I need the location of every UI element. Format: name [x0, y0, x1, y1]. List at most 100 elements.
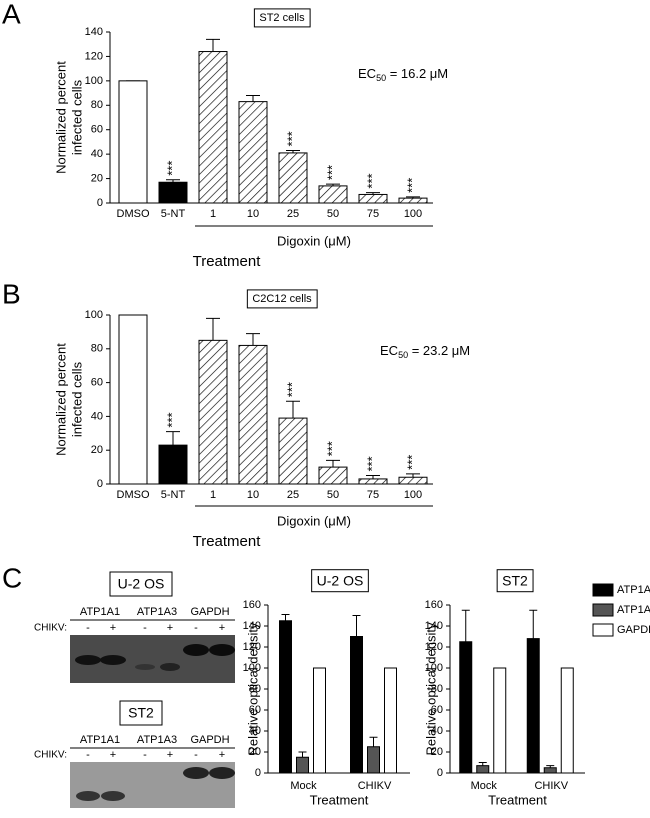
band	[183, 767, 209, 779]
y-tick-label: 0	[97, 478, 103, 490]
y-axis-label: Normalized percent	[53, 61, 68, 174]
y-tick-label: 20	[91, 172, 103, 184]
y-tick-label: 20	[431, 746, 443, 758]
legend-swatch	[592, 583, 614, 597]
gene-label: ATP1A1	[80, 606, 120, 618]
annotation-tail: = 16.2 μM	[386, 66, 448, 81]
lane-label: -	[194, 622, 198, 634]
error-bar	[206, 38, 220, 52]
gel-title-box	[119, 700, 163, 726]
title-box	[311, 569, 369, 593]
error-bar	[206, 317, 220, 341]
band	[101, 791, 125, 801]
y-tick-label: 80	[91, 343, 103, 355]
y-tick-label: 40	[91, 148, 103, 160]
y-axis-label: infected cells	[69, 361, 84, 437]
bar	[158, 181, 188, 204]
y-tick-label: 0	[97, 197, 103, 209]
lane-label: +	[219, 622, 225, 634]
x-tick-label: 10	[247, 489, 259, 501]
y-tick-label: 160	[243, 599, 261, 611]
error-bar	[166, 431, 180, 446]
y-axis-label: infected cells	[69, 79, 84, 155]
gel-st2: ST2 ATP1A1 ATP1A3 GAPDH CHIKV: - + - + -…	[34, 700, 235, 808]
bar	[313, 667, 326, 774]
y-axis-label: Relative optical density	[423, 622, 438, 755]
lane-label: -	[143, 622, 147, 634]
annotation-tail: = 23.2 μM	[408, 343, 470, 358]
band	[135, 664, 155, 670]
gene-label: GAPDH	[190, 734, 229, 746]
legend-label: GAPDH	[617, 624, 650, 636]
legend-label: ATP1A3	[617, 604, 650, 616]
bar	[350, 636, 363, 774]
y-tick-label: 40	[249, 725, 261, 737]
bar	[279, 620, 292, 774]
y-tick-label: 0	[255, 767, 261, 779]
y-tick-label: 160	[425, 599, 443, 611]
x-tick-label: 1	[210, 489, 216, 501]
bar	[459, 641, 473, 774]
legend-swatch	[592, 623, 614, 637]
significance: ***	[364, 173, 379, 188]
bar	[318, 185, 348, 204]
y-tick-label: 80	[249, 683, 261, 695]
gene-label: GAPDH	[190, 606, 229, 618]
significance: ***	[284, 131, 299, 146]
bar	[384, 667, 397, 774]
x-axis-label: Treatment	[310, 792, 369, 807]
y-axis-label: Relative optical density	[245, 622, 260, 755]
x-axis-label: Treatment	[193, 533, 262, 550]
error-bar	[326, 459, 340, 468]
y-tick-label: 20	[91, 444, 103, 456]
band	[209, 644, 235, 656]
chart-title: ST2	[502, 573, 528, 589]
bar	[560, 667, 574, 774]
annotation-text: EC	[358, 66, 376, 81]
annotation-sub: 50	[398, 350, 408, 360]
y-tick-label: 60	[431, 704, 443, 716]
bar	[118, 314, 148, 485]
bar	[398, 197, 428, 204]
y-tick-label: 100	[85, 75, 103, 87]
lane-label: +	[110, 622, 116, 634]
significance: ***	[324, 165, 339, 180]
row-label: CHIKV:	[34, 623, 67, 634]
lane-label: -	[86, 749, 90, 761]
gene-label: ATP1A1	[80, 734, 120, 746]
lane-label: +	[167, 749, 173, 761]
x-tick-label: 100	[404, 489, 422, 501]
group-label: Digoxin (μM)	[277, 513, 351, 528]
error-bar	[366, 475, 380, 479]
significance: ***	[164, 412, 179, 427]
panel-letter: A	[2, 0, 21, 29]
significance: ***	[324, 441, 339, 456]
x-axis-label: Treatment	[488, 792, 547, 807]
band	[76, 791, 100, 801]
bar	[358, 478, 388, 485]
x-tick-label: 10	[247, 208, 259, 220]
x-tick-label: 75	[367, 208, 379, 220]
error-bar	[281, 613, 290, 621]
band	[160, 663, 180, 671]
bar	[358, 193, 388, 204]
gel-image	[70, 762, 235, 808]
gel-title: U-2 OS	[118, 576, 165, 592]
bar	[238, 344, 268, 485]
lane-label: -	[86, 622, 90, 634]
gel-title: ST2	[128, 705, 154, 721]
x-tick-label: Mock	[471, 780, 498, 792]
y-tick-label: 20	[249, 746, 261, 758]
error-bar	[246, 95, 260, 102]
y-tick-label: 140	[85, 26, 103, 38]
x-tick-label: 1	[210, 208, 216, 220]
x-tick-label: 5-NT	[161, 208, 186, 220]
y-tick-label: 60	[91, 377, 103, 389]
bar	[526, 638, 540, 774]
x-tick-label: DMSO	[117, 208, 150, 220]
error-bar	[461, 609, 470, 642]
title-box	[253, 8, 311, 28]
annotation: EC50 = 23.2 μM	[380, 343, 470, 360]
y-tick-label: 100	[425, 662, 443, 674]
